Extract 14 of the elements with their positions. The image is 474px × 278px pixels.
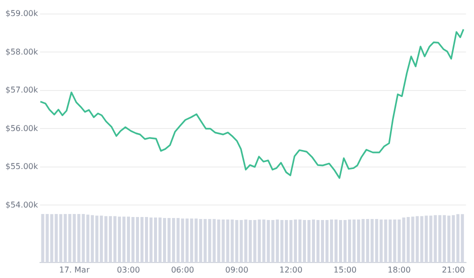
x-tick-label: 09:00 [225, 265, 248, 274]
y-tick-label: $54.00k [5, 200, 38, 210]
y-tick-label: $57.00k [5, 86, 38, 95]
y-tick-label: $59.00k [5, 9, 38, 18]
y-tick-label: $58.00k [5, 47, 38, 56]
x-tick-label: 17. Mar [59, 265, 90, 274]
x-tick-label: 03:00 [116, 265, 140, 274]
x-tick-label: 06:00 [171, 265, 194, 274]
x-tick-label: 12:00 [279, 265, 302, 274]
x-tick-label: 21:00 [442, 265, 465, 274]
x-tick-label: 15:00 [334, 265, 357, 274]
y-tick-label: $55.00k [5, 162, 38, 172]
x-tick-label: 18:00 [388, 265, 411, 274]
y-tick-label: $56.00k [5, 124, 38, 133]
